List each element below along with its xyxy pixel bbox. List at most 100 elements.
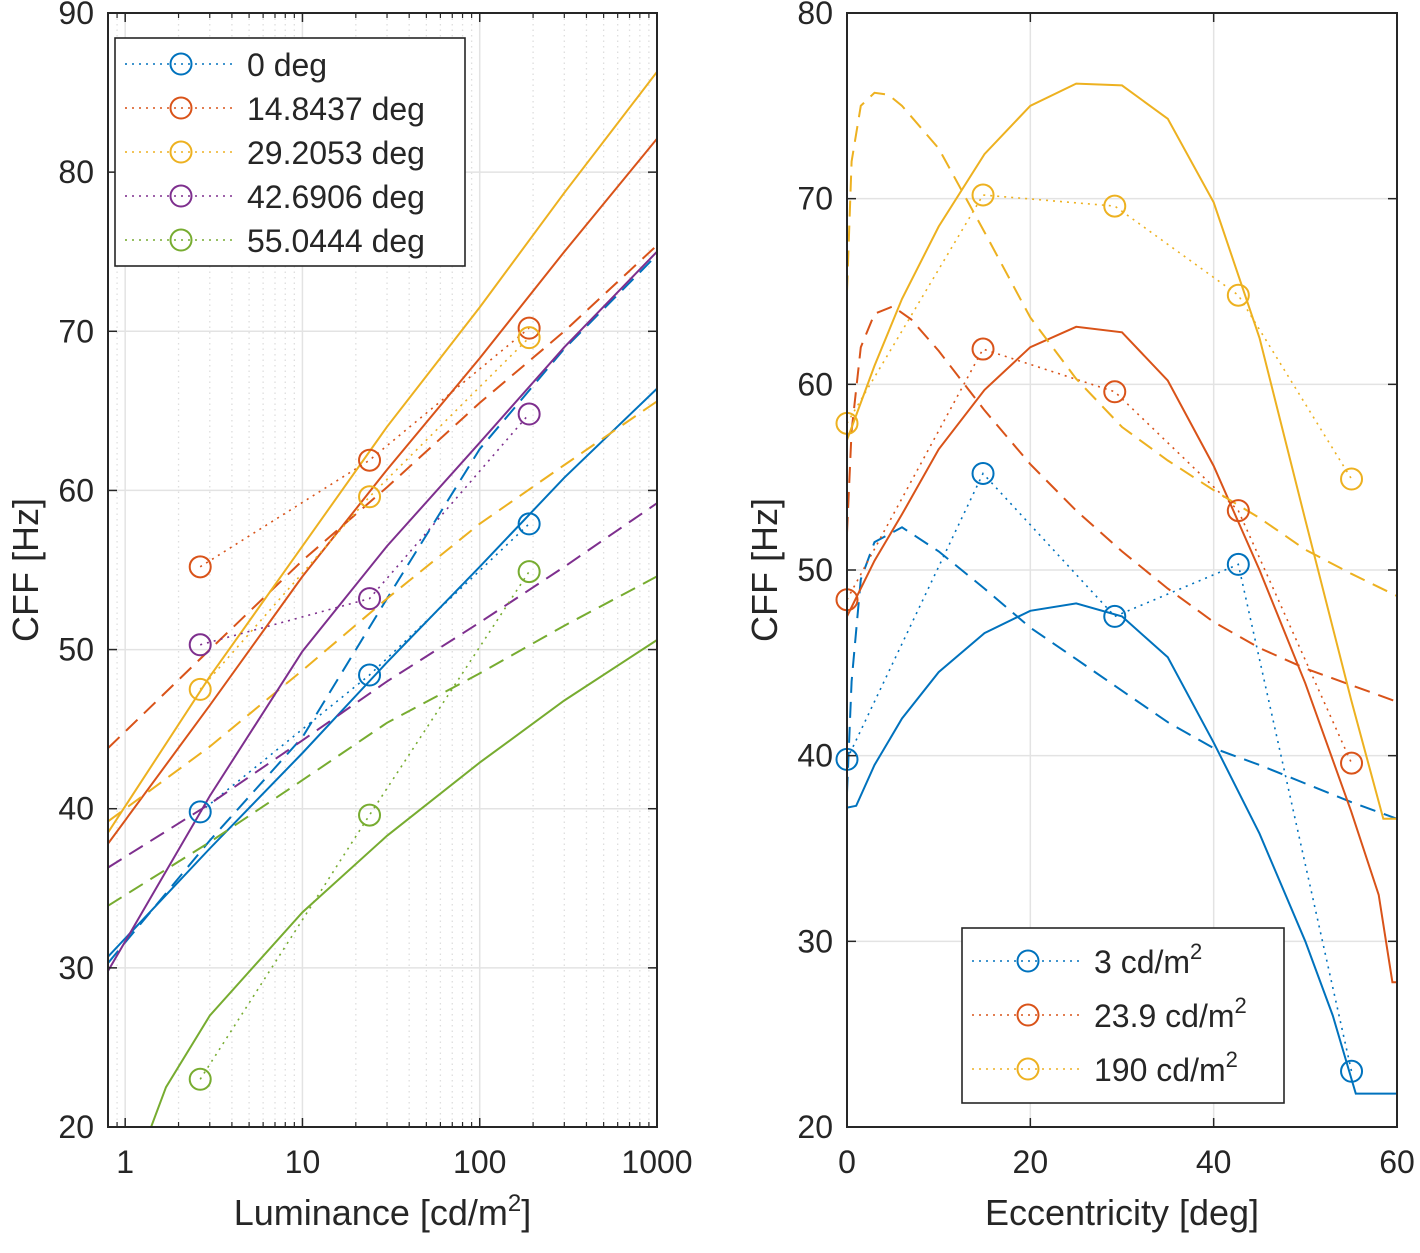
- chart0-legend-entry-29-2053-deg: 29.2053 deg: [125, 135, 425, 171]
- chart-luminance-vs-cff: 1 10 100 1000 20 30 40 50 60 70 80 90 Luminance [cd/…: [5, 0, 693, 1233]
- chart1-series-3-cd-m-marker: [1226, 552, 1250, 576]
- chart1-x-axis-label: Eccentricity [deg]: [985, 1192, 1259, 1233]
- chart1-y-axis-label: CFF [Hz]: [744, 498, 785, 642]
- chart0-legend-marker: [169, 184, 193, 208]
- chart0-legend-box: [114, 37, 466, 267]
- chart0-legend-label: 55.0444 deg: [247, 223, 425, 259]
- chart0-series-55-0444-deg-marker: [358, 803, 382, 827]
- chart1-series-190-cd-m-marker: [1226, 283, 1250, 307]
- chart1-series-190-cd-m-model-dashed-line: [847, 91, 1397, 597]
- chart1-series-190-cd-m-marker: [971, 183, 995, 207]
- chart1-series-190-cd-m-marker: [1103, 194, 1127, 218]
- chart1-legend-label-sup: 2: [1235, 993, 1247, 1018]
- chart0-x-tick-label: 10: [285, 1144, 321, 1180]
- chart1-series-23-9-cd-m-model-dashed-line: [847, 305, 1397, 703]
- chart0-legend-marker: [169, 96, 193, 120]
- chart1-series-3-cd-m-marker: [1340, 1059, 1364, 1083]
- chart0-y-tick-label: 90: [58, 0, 94, 31]
- chart0-legend-marker: [169, 52, 193, 76]
- chart1-legend-label-sup: 2: [1226, 1047, 1238, 1072]
- chart0-series-42-6906-deg-marker: [188, 633, 212, 657]
- chart0-x-axis-label-sup: 2: [508, 1190, 521, 1217]
- chart1-legend-label: 190 cd/m2: [1094, 1047, 1238, 1088]
- chart0-series-0-deg-marker: [517, 512, 541, 536]
- chart1-series-190-cd-m-marker: [1340, 467, 1364, 491]
- chart0-legend-label-text: 55.0444 deg: [247, 223, 425, 259]
- chart0-legend-entry-14-8437-deg: 14.8437 deg: [125, 91, 425, 127]
- chart0-legend-label-text: 29.2053 deg: [247, 135, 425, 171]
- chart1-legend-marker: [1016, 1057, 1040, 1081]
- chart1-series-23-9-cd-m-measured-line: [847, 348, 1353, 764]
- chart0-x-tick-label: 100: [453, 1144, 506, 1180]
- chart1-legend-marker: [1016, 949, 1040, 973]
- chart1-y-tick-label: 30: [797, 923, 833, 959]
- chart1-x-tick-label: 40: [1196, 1144, 1232, 1180]
- chart0-legend-marker: [169, 140, 193, 164]
- chart0-legend-label: 14.8437 deg: [247, 91, 425, 127]
- chart0-legend-label-text: 14.8437 deg: [247, 91, 425, 127]
- chart0-series-29-2053-deg-marker: [517, 326, 541, 350]
- chart0-y-tick-label: 50: [58, 632, 94, 668]
- chart1-series-3-cd-m-model-solid-line: [847, 602, 1397, 1095]
- chart0-y-axis-label: CFF [Hz]: [5, 498, 46, 642]
- chart1-y-tick-label: 60: [797, 366, 833, 402]
- chart0-series-29-2053-deg-marker: [188, 677, 212, 701]
- chart0-series-29-2053-deg-model-solid-line: [108, 71, 657, 834]
- chart0-y-tick-label: 60: [58, 472, 94, 508]
- chart1-legend-label: 23.9 cd/m2: [1094, 993, 1247, 1034]
- chart0-series-14-8437-deg-marker: [517, 316, 541, 340]
- chart0-series-14-8437-deg-marker: [188, 555, 212, 579]
- chart1-legend-label-text: 3 cd/m: [1094, 944, 1190, 980]
- chart0-series-55-0444-deg-model-solid-line: [108, 639, 657, 1127]
- chart1-series-3-cd-m-marker: [971, 461, 995, 485]
- chart1-y-tick-label: 40: [797, 738, 833, 774]
- chart0-series-29-2053-deg-model-dashed-line: [108, 400, 657, 823]
- chart1-series-23-9-cd-m-model-solid-line: [847, 325, 1397, 984]
- chart0-series-0-deg-model-solid-line: [108, 387, 657, 958]
- chart0-series-42-6906-deg-model-dashed-line: [108, 502, 657, 869]
- chart0-x-tick-label: 1: [116, 1144, 134, 1180]
- chart0-y-tick-label: 40: [58, 791, 94, 827]
- chart1-y-tick-label: 70: [797, 181, 833, 217]
- chart0-y-tick-label: 70: [58, 313, 94, 349]
- chart0-series-42-6906-deg-marker: [517, 402, 541, 426]
- chart0-series-29-2053-deg-measured-line: [199, 337, 530, 690]
- chart0-legend-label-text: 0 deg: [247, 47, 327, 83]
- chart0-y-tick-label: 80: [58, 154, 94, 190]
- chart0-series-42-6906-deg-measured-line: [199, 413, 530, 646]
- chart1-y-tick-label: 80: [797, 0, 833, 31]
- chart1-series-3-cd-m-model-dashed-line: [847, 526, 1397, 820]
- chart1-x-axis-label-text: Eccentricity [deg]: [985, 1192, 1259, 1233]
- chart0-legend-label-text: 42.6906 deg: [247, 179, 425, 215]
- chart1-legend-entry-3-cd-m: 3 cd/m2: [972, 939, 1202, 980]
- chart1-legend-label-text: 23.9 cd/m: [1094, 998, 1235, 1034]
- chart1-y-tick-label: 50: [797, 552, 833, 588]
- chart0-series-0-deg-marker: [358, 663, 382, 687]
- chart0-series-29-2053-deg-marker: [358, 485, 382, 509]
- chart0-data: [108, 71, 657, 1127]
- chart0-legend: 0 deg 14.8437 deg 29.2053 deg 42.6906 deg 55…: [114, 37, 466, 267]
- chart1-legend-entry-190-cd-m: 190 cd/m2: [972, 1047, 1238, 1088]
- chart0-y-tick-label: 20: [58, 1109, 94, 1145]
- chart0-legend-marker: [169, 228, 193, 252]
- chart1-x-tick-label: 20: [1013, 1144, 1049, 1180]
- chart0-series-55-0444-deg-marker: [188, 1067, 212, 1091]
- chart0-x-tick-label: 1000: [621, 1144, 692, 1180]
- chart0-legend-entry-42-6906-deg: 42.6906 deg: [125, 179, 425, 215]
- chart0-series-14-8437-deg-model-dashed-line: [108, 244, 657, 749]
- chart1-y-tick-label: 20: [797, 1109, 833, 1145]
- chart0-series-55-0444-deg-marker: [517, 560, 541, 584]
- chart1-legend-marker: [1016, 1003, 1040, 1027]
- chart0-y-tick-label: 30: [58, 950, 94, 986]
- chart0-legend-label: 42.6906 deg: [247, 179, 425, 215]
- chart0-legend-label: 29.2053 deg: [247, 135, 425, 171]
- chart0-legend-label: 0 deg: [247, 47, 327, 83]
- chart0-x-axis-label: Luminance [cd/m2]: [234, 1190, 532, 1233]
- chart0-series-55-0444-deg-model-dashed-line: [108, 575, 657, 907]
- chart0-legend-entry-0-deg: 0 deg: [125, 47, 327, 83]
- chart1-data: [847, 82, 1397, 1095]
- chart1-legend-label-sup: 2: [1190, 939, 1202, 964]
